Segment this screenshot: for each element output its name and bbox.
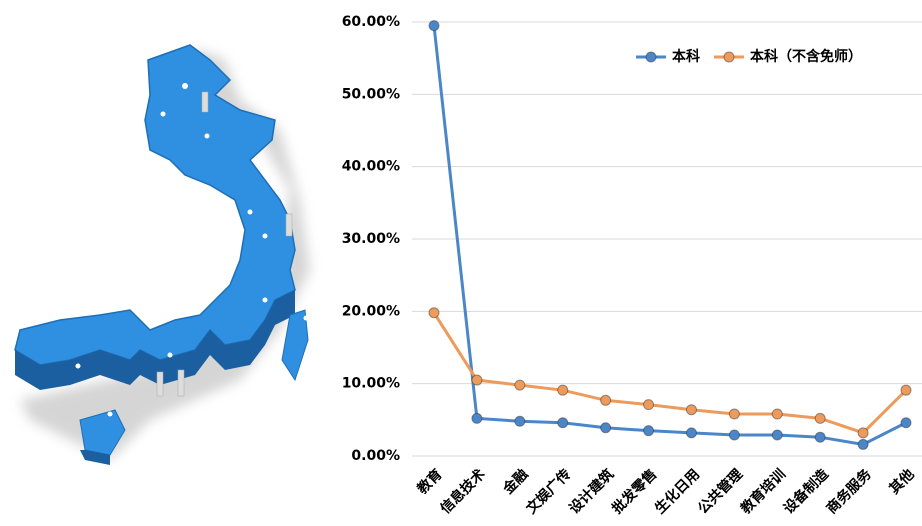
y-tick-label: 0.00%: [351, 448, 400, 464]
data-point: [857, 427, 869, 439]
x-tick-label: 批发零售: [609, 466, 661, 518]
data-point: [900, 417, 912, 429]
x-tick-label: 其他: [886, 466, 918, 498]
data-point: [428, 307, 440, 319]
y-tick-label: 20.00%: [342, 303, 400, 319]
y-tick-label: 30.00%: [342, 231, 400, 247]
data-point: [814, 412, 826, 424]
data-point: [771, 429, 783, 441]
x-tick-label: 商务服务: [823, 465, 875, 517]
x-tick-label: 生化日用: [651, 466, 703, 518]
x-tick-label: 教育: [414, 466, 446, 498]
y-tick-label: 60.00%: [342, 14, 400, 30]
data-point: [643, 425, 655, 437]
legend-label: 本科: [672, 48, 700, 65]
y-tick-label: 10.00%: [342, 376, 400, 392]
x-tick-label: 金融: [499, 466, 532, 499]
data-point: [728, 408, 740, 420]
x-tick-label: 文娱广传: [523, 466, 575, 518]
x-tick-label: 教育培训: [737, 466, 789, 518]
data-point: [600, 394, 612, 406]
y-tick-label: 40.00%: [342, 159, 400, 175]
y-tick-label: 50.00%: [342, 86, 400, 102]
data-point: [771, 408, 783, 420]
legend-marker: [645, 51, 657, 63]
x-tick-label: 设备制造: [780, 466, 832, 518]
data-point: [685, 427, 697, 439]
series-line: [432, 311, 908, 435]
data-point: [557, 417, 569, 429]
data-point: [643, 399, 655, 411]
data-point: [814, 431, 826, 443]
x-tick-label: 公共管理: [694, 466, 746, 518]
data-point: [428, 20, 440, 32]
data-point: [857, 438, 869, 450]
data-point: [685, 404, 697, 416]
x-tick-label: 设计建筑: [566, 466, 618, 518]
data-point: [728, 429, 740, 441]
data-point: [514, 379, 526, 391]
data-point: [514, 415, 526, 427]
map-illustration: [14, 44, 310, 465]
series-line: [432, 25, 907, 446]
data-point: [600, 422, 612, 434]
x-tick-label: 信息技术: [437, 466, 489, 518]
data-point: [471, 374, 483, 386]
legend-label: 本科（不含免师）: [750, 48, 862, 65]
data-point: [900, 384, 912, 396]
data-point: [557, 384, 569, 396]
legend-marker: [723, 51, 735, 63]
data-point: [471, 412, 483, 424]
